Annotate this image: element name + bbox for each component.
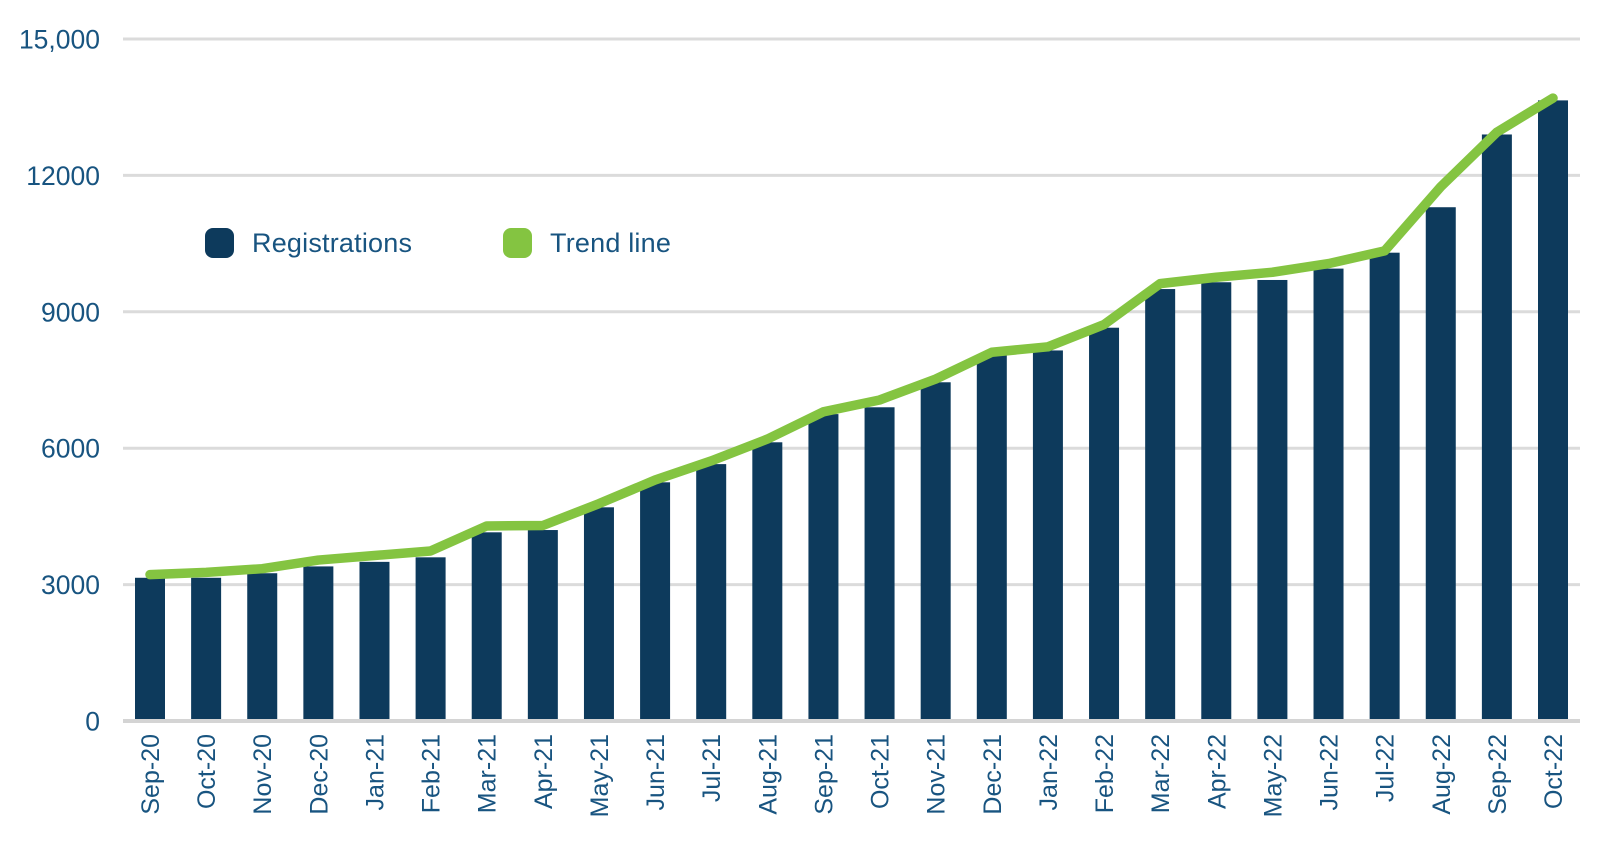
bar [135, 577, 165, 721]
x-tick-label: Jan-22 [1035, 734, 1063, 810]
x-tick-label: Oct-22 [1540, 734, 1568, 809]
y-tick-label: 9000 [41, 297, 100, 327]
bar [864, 407, 895, 721]
x-tick-label: Feb-21 [418, 734, 446, 813]
bar [1481, 134, 1512, 722]
y-tick-label: 15,000 [19, 25, 100, 55]
x-tick-label: Nov-21 [923, 734, 951, 815]
bar [696, 464, 727, 721]
x-tick-label: Mar-22 [1147, 734, 1175, 813]
bar [1089, 327, 1120, 721]
x-tick-label: Jan-21 [361, 734, 389, 810]
x-tick-label: Jul-21 [698, 734, 726, 802]
bar [415, 557, 446, 721]
y-tick-label: 0 [85, 707, 100, 737]
x-tick-label: Oct-21 [867, 734, 895, 809]
legend-item-trend-line: Trend line [503, 228, 671, 258]
x-tick-label: Jun-21 [642, 734, 670, 810]
x-tick-label: Nov-20 [249, 734, 277, 815]
x-tick-label: Oct-20 [193, 734, 221, 809]
legend-item-registrations: Registrations [205, 228, 412, 258]
bar [1032, 350, 1063, 721]
trend-line [145, 93, 1558, 580]
bar [1257, 279, 1288, 721]
bar [583, 507, 614, 721]
bar [1201, 282, 1232, 721]
x-tick-label: Dec-21 [979, 734, 1007, 815]
y-tick-label: 6000 [41, 434, 100, 464]
x-tick-label: Mar-21 [474, 734, 502, 813]
bar [527, 530, 558, 721]
bar [808, 414, 839, 721]
x-tick-label: Jul-22 [1372, 734, 1400, 802]
trend-line-legend-label: Trend line [550, 228, 672, 258]
bar [920, 382, 951, 721]
trend-line-swatch-icon [503, 228, 532, 258]
x-tick-label: Apr-22 [1203, 734, 1231, 809]
bar [1369, 252, 1400, 721]
x-tick-label: Sep-20 [137, 734, 165, 815]
bar [640, 482, 671, 721]
y-tick-label: 3000 [41, 570, 100, 600]
x-tick-label: May-21 [586, 734, 614, 817]
x-tick-label: Apr-21 [530, 734, 558, 809]
bar [191, 577, 222, 721]
registrations-swatch-icon [205, 228, 234, 258]
bar [1145, 289, 1176, 721]
bar [247, 573, 278, 721]
bar [303, 566, 334, 721]
bar [359, 561, 390, 721]
bar [1538, 100, 1568, 721]
x-tick-label: Dec-20 [305, 734, 333, 815]
x-tick-label: Aug-22 [1428, 734, 1456, 815]
registrations-legend-label: Registrations [252, 228, 413, 258]
x-tick-label: Feb-22 [1091, 734, 1119, 813]
bar [752, 442, 783, 721]
y-tick-label: 12000 [26, 161, 100, 191]
x-tick-label: May-22 [1259, 734, 1287, 817]
bar [1313, 268, 1344, 721]
x-tick-label: Sep-22 [1484, 734, 1512, 815]
x-tick-label: Jun-22 [1316, 734, 1344, 810]
x-tick-label: Aug-21 [754, 734, 782, 815]
x-tick-label: Sep-21 [810, 734, 838, 815]
bar [976, 354, 1007, 721]
bar [1425, 207, 1456, 721]
bar [471, 532, 502, 721]
